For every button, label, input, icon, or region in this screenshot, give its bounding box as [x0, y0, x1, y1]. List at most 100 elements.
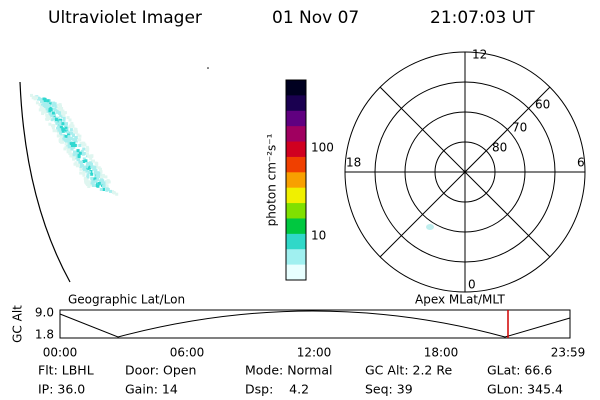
colorbar-band: [286, 172, 306, 189]
emission-pixel: [106, 188, 110, 191]
colorbar-band: [286, 187, 306, 204]
emission-pixel: [78, 134, 82, 138]
lat-label: 80: [492, 141, 507, 155]
emission-pixel: [97, 171, 101, 175]
emission-pixel: [35, 101, 39, 105]
emission-pixel: [72, 153, 76, 157]
emission-pixel: [58, 120, 62, 124]
emission-pixel: [57, 134, 61, 138]
emission-pixel: [56, 103, 60, 107]
emission-pixel: [37, 97, 41, 101]
emission-pixel: [90, 181, 94, 185]
colorbar-band: [286, 156, 306, 173]
status-field: Door: Open: [125, 363, 196, 378]
emission-pixel: [69, 128, 73, 132]
emission-pixel: [35, 96, 38, 100]
emission-pixel: [55, 129, 59, 133]
emission-pixel: [88, 183, 92, 187]
emission-pixel: [79, 163, 83, 167]
emission-pixel: [66, 138, 70, 141]
emission-pixel: [115, 192, 119, 196]
emission-pixel: [71, 134, 75, 137]
emission-pixel: [97, 181, 101, 185]
emission-pixel: [76, 158, 80, 162]
emission-pixel: [102, 185, 106, 188]
emission-pixel: [64, 142, 68, 146]
axis: [379, 86, 551, 258]
emission-pixel: [75, 153, 79, 156]
emission-pixel: [50, 114, 54, 118]
emission-pixel: [48, 122, 52, 126]
emission-pixel: [64, 123, 68, 127]
emission-pixel: [62, 116, 66, 120]
emission-pixel: [86, 173, 90, 177]
time: 21:07:03 UT: [430, 8, 535, 28]
emission-pixel: [66, 130, 70, 134]
emission-pixel: [102, 188, 106, 191]
emission-pixel: [48, 101, 52, 105]
emission-pixel: [50, 118, 54, 122]
emission-pixel: [96, 182, 100, 186]
emission-pixel: [42, 101, 46, 105]
status-field: Flt: LBHL: [38, 363, 94, 378]
emission-pixel: [85, 163, 89, 167]
emission-pixel: [46, 109, 50, 113]
emission-pixel: [59, 114, 63, 118]
emission-pixel: [95, 165, 99, 169]
emission-pixel: [77, 155, 81, 159]
emission-pixel: [68, 118, 72, 122]
emission-pixel: [90, 162, 94, 166]
emission-pixel: [94, 168, 98, 172]
emission-pixel: [72, 157, 76, 161]
emission-pixel: [90, 165, 94, 169]
emission-pixel: [91, 184, 95, 187]
colorbar-band: [286, 264, 306, 281]
emission-pixel: [46, 103, 50, 107]
colorbar-tick-label: 10: [311, 229, 326, 243]
emission-pixel: [64, 125, 68, 129]
emission-pixel: [45, 107, 49, 111]
emission-pixel: [96, 184, 100, 188]
emission-pixel: [69, 131, 73, 135]
x-tick-label: 18:00: [424, 346, 459, 360]
emission-pixel: [63, 128, 66, 131]
emission-pixel: [51, 126, 55, 130]
emission-pixel: [80, 149, 84, 153]
emission-pixel: [62, 134, 66, 138]
emission-pixel: [72, 155, 76, 159]
emission-pixel: [92, 167, 96, 171]
colorbar-band: [286, 249, 306, 266]
plot-title-right: Apex MLat/MLT: [415, 293, 505, 307]
emission-pixel: [93, 170, 97, 174]
title: Ultraviolet Imager: [48, 8, 202, 28]
altitude-curve: [59, 310, 571, 338]
emission-pixel: [87, 182, 91, 185]
emission-pixel: [87, 171, 91, 174]
polar-emission: [426, 224, 434, 230]
emission-pixel: [42, 108, 46, 112]
emission-pixel: [99, 172, 103, 176]
emission-pixel: [76, 149, 80, 153]
emission-pixel: [57, 130, 61, 134]
colorbar-band: [286, 110, 306, 127]
emission-pixel: [74, 128, 78, 132]
emission-pixel: [99, 170, 103, 174]
emission-pixel: [59, 107, 62, 111]
emission-pixel: [59, 125, 63, 129]
colorbar-band: [286, 95, 306, 112]
emission-pixel: [71, 144, 74, 147]
status-field: Mode: Normal: [245, 363, 332, 378]
emission-pixel: [74, 130, 78, 134]
emission-pixel: [62, 111, 66, 115]
colorbar-band: [286, 126, 306, 143]
emission-pixel: [70, 147, 74, 151]
emission-pixel: [87, 185, 91, 188]
emission-pixel: [39, 105, 43, 109]
emission-pixel: [81, 152, 85, 156]
lat-label: 70: [512, 121, 527, 135]
emission-pixel: [61, 129, 65, 133]
emission-pixel: [100, 175, 103, 179]
emission-pixel: [94, 161, 98, 165]
emission-pixel: [62, 118, 66, 122]
emission-pixel: [48, 109, 52, 113]
